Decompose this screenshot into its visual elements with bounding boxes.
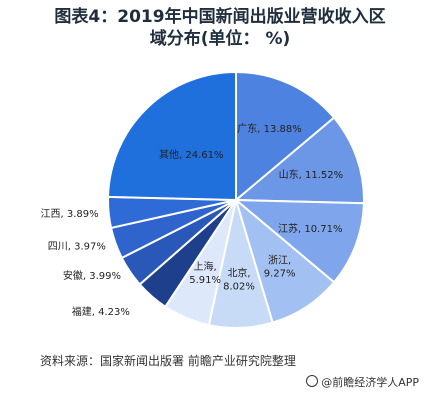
pie-slice-山东 [233,116,365,205]
pie-slice-江苏 [233,198,365,284]
slice-label-山东: 山东, 11.52% [279,168,344,181]
pie-slice-其他 [107,70,237,202]
slice-label-福建: 福建, 4.23% [72,305,130,318]
slice-label-江苏: 江苏, 10.71% [278,222,343,235]
slice-label-四川: 四川, 3.97% [48,241,106,252]
brand-icon [306,375,319,387]
watermark: @前瞻经济学人APP [306,374,419,390]
slice-label-安徽: 安徽, 3.99% [63,269,121,282]
title-line-2: 域分布(单位： %) [149,29,291,49]
chart-title: 图表4：2019年中国新闻出版业营收收入区 域分布(单位： %) [30,6,410,50]
source-note: 资料来源：国家新闻出版署 前瞻产业研究院整理 [40,354,296,368]
slice-label-北京: 北京, 8.02% [223,266,255,292]
watermark-text: @前瞻经济学人APP [321,376,419,389]
pie-slice-广东 [235,70,336,203]
slice-label-浙江: 浙江, 9.27% [264,254,296,279]
slice-label-江西: 江西, 3.89% [41,208,99,220]
slice-label-广东: 广东, 13.88% [237,122,302,135]
title-line-1: 图表4：2019年中国新闻出版业营收收入区 [54,7,386,27]
slice-label-上海: 上海, 5.91% [189,260,221,286]
slice-label-其他: 其他, 24.61% [159,148,224,161]
